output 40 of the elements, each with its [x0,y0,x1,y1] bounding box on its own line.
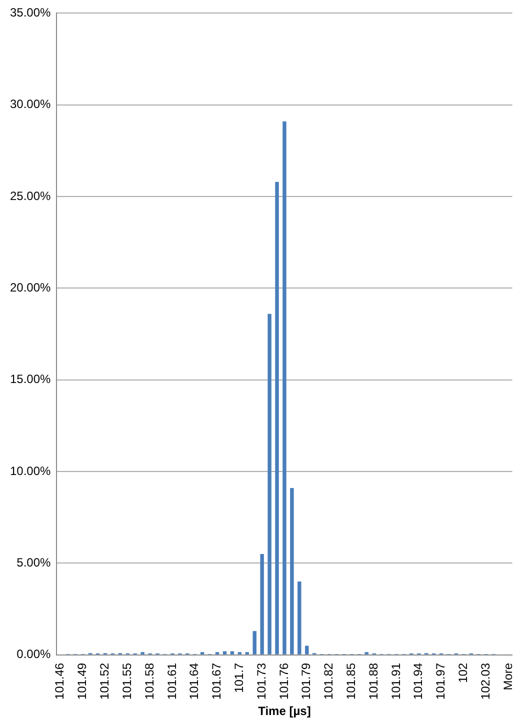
x-tick-label: 101.55 [120,662,134,700]
y-tick-label: 25.00% [10,188,52,203]
x-tick-label: 101.79 [299,662,314,700]
bar [275,182,279,654]
y-tick-label: 35.00% [10,6,52,20]
bar [222,651,227,654]
y-tick-label: 15.00% [10,372,52,386]
x-axis-title: Time [µs] [258,704,311,718]
x-tick-label: 101.97 [434,662,448,700]
x-tick-label: More [500,662,515,690]
y-tick-label: 5.00% [16,556,52,570]
bar [282,121,286,654]
x-tick-label: 101.94 [411,662,426,700]
x-tick-label: 101.46 [52,662,67,700]
x-tick-label: 101.49 [75,662,90,700]
x-tick-label: 101.76 [276,662,291,700]
y-tick-label: 20.00% [10,280,52,295]
bar [260,554,264,654]
y-tick-label: 10.00% [10,464,52,478]
x-tick-label: 101.88 [366,662,380,700]
x-tick-label: 101.82 [322,662,336,700]
x-tick-label: 101.85 [344,662,358,700]
y-tick-label: 0.00% [16,647,52,662]
x-tick-label: 102 [456,662,470,683]
bar [230,651,234,654]
x-tick-label: 101.58 [142,662,156,700]
x-tick-label: 101.91 [388,662,403,700]
bar [298,582,302,654]
x-tick-label: 101.64 [187,662,202,700]
y-tick-label: 30.00% [10,97,52,112]
x-tick-label: 101.73 [254,662,268,700]
x-tick-label: 101.7 [232,662,246,693]
bar [252,631,256,654]
bar [290,488,294,654]
bar [305,646,309,654]
x-tick-label: 101.52 [98,662,112,700]
bar [268,314,272,654]
x-tick-label: 102.03 [478,662,492,700]
x-tick-label: 101.61 [164,662,179,700]
x-tick-label: 101.67 [210,662,224,700]
